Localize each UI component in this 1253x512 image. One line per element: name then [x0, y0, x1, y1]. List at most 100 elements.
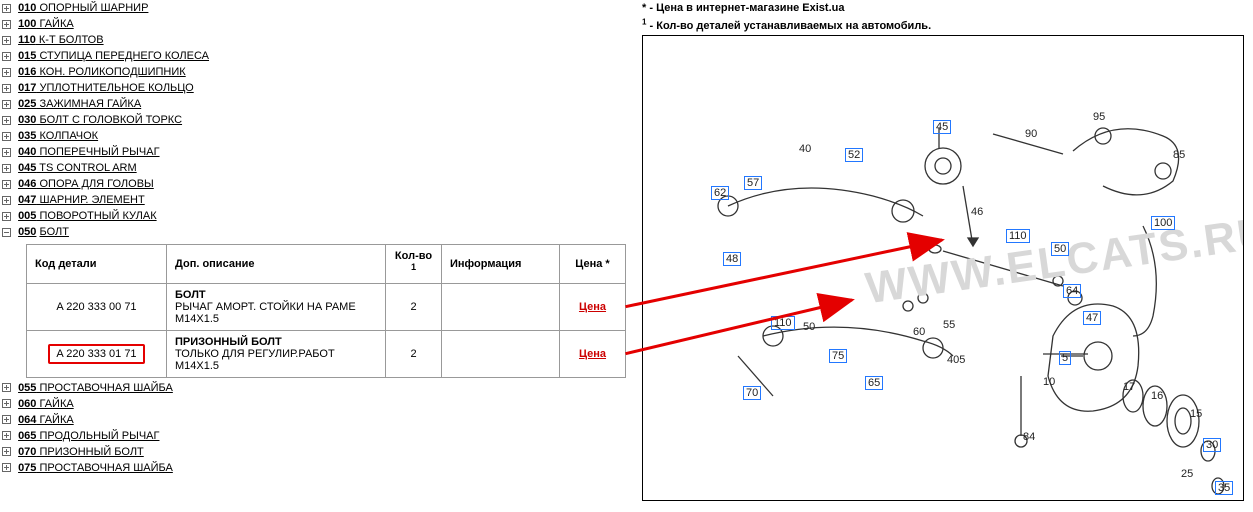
diagram-callout[interactable]: 45 [933, 120, 951, 134]
tree-item-label: ЗАЖИМНАЯ ГАЙКА [36, 98, 141, 110]
th-desc: Доп. описание [167, 245, 386, 284]
diagram-callout[interactable]: 50 [1051, 242, 1069, 256]
expand-icon[interactable] [2, 116, 11, 125]
diagram-callout[interactable]: 30 [1203, 438, 1221, 452]
tree-item-label: СТУПИЦА ПЕРЕДНЕГО КОЛЕСА [36, 50, 209, 62]
expand-icon[interactable] [2, 52, 11, 61]
expand-icon[interactable] [2, 132, 11, 141]
diagram-callout[interactable]: 35 [1215, 481, 1233, 495]
expand-icon[interactable] [2, 196, 11, 205]
expand-icon[interactable] [2, 180, 11, 189]
diagram-callout[interactable]: 10 [1043, 376, 1055, 388]
expand-icon[interactable] [2, 100, 11, 109]
diagram-callout[interactable]: 95 [1093, 111, 1105, 123]
diagram-callout[interactable]: 25 [1181, 468, 1193, 480]
tree-item[interactable]: 110 К-Т БОЛТОВ [0, 34, 628, 50]
tree-item[interactable]: 040 ПОПЕРЕЧНЫЙ РЫЧАГ [0, 146, 628, 162]
expand-icon[interactable] [2, 447, 11, 456]
tree-item[interactable]: 035 КОЛПАЧОК [0, 130, 628, 146]
diagram-callout[interactable]: 65 [865, 376, 883, 390]
diagram-callout[interactable]: 60 [913, 326, 925, 338]
tree-item[interactable]: 075 ПРОСТАВОЧНАЯ ШАЙБА [0, 462, 628, 478]
tree-item-num: 030 [18, 114, 36, 126]
diagram-callout[interactable]: 90 [1025, 128, 1037, 140]
diagram-callout[interactable]: 40 [799, 143, 811, 155]
expand-icon[interactable] [2, 36, 11, 45]
diagram-callout[interactable]: 48 [723, 252, 741, 266]
tree-item[interactable]: 055 ПРОСТАВОЧНАЯ ШАЙБА [0, 382, 628, 398]
tree-item[interactable]: 046 ОПОРА ДЛЯ ГОЛОВЫ [0, 178, 628, 194]
tree-item[interactable]: 070 ПРИЗОННЫЙ БОЛТ [0, 446, 628, 462]
diagram-callout[interactable]: 84 [1023, 431, 1035, 443]
tree-item[interactable]: 065 ПРОДОЛЬНЫЙ РЫЧАГ [0, 430, 628, 446]
diagram-callout[interactable]: 100 [1151, 216, 1175, 230]
tree-item[interactable]: 025 ЗАЖИМНАЯ ГАЙКА [0, 98, 628, 114]
tree-item[interactable]: 047 ШАРНИР. ЭЛЕМЕНТ [0, 194, 628, 210]
expand-icon[interactable] [2, 383, 11, 392]
tree-item-label: БОЛТ [39, 226, 68, 238]
diagram-callout[interactable]: 70 [743, 386, 761, 400]
expand-icon[interactable] [2, 84, 11, 93]
tree-item[interactable]: 010 ОПОРНЫЙ ШАРНИР [0, 2, 628, 18]
exploded-diagram[interactable]: WWW.ELCATS.RU [642, 35, 1244, 501]
tree-item[interactable]: 045 TS CONTROL ARM [0, 162, 628, 178]
diagram-callout[interactable]: 405 [947, 354, 965, 366]
cell-part-code[interactable]: A 220 333 00 71 [27, 283, 167, 330]
tree-item-num: 017 [18, 82, 36, 94]
expand-icon[interactable] [2, 148, 11, 157]
expand-icon[interactable] [2, 20, 11, 29]
diagram-callout[interactable]: 57 [744, 176, 762, 190]
expand-icon[interactable] [2, 463, 11, 472]
diagram-callout[interactable]: 17 [1123, 381, 1135, 393]
tree-item-num: 016 [18, 66, 36, 78]
diagram-callout[interactable]: 15 [1190, 408, 1202, 420]
tree-item[interactable]: 015 СТУПИЦА ПЕРЕДНЕГО КОЛЕСА [0, 50, 628, 66]
cell-price: Цена [560, 330, 626, 377]
expand-icon[interactable] [2, 4, 11, 13]
cell-description: БОЛТРЫЧАГ АМОРТ. СТОЙКИ НА РАМЕM14X1.5 [167, 283, 386, 330]
tree-item-label: ПОПЕРЕЧНЫЙ РЫЧАГ [36, 146, 159, 158]
price-link[interactable]: Цена [579, 348, 606, 360]
expand-icon[interactable] [2, 431, 11, 440]
diagram-callout[interactable]: 64 [1063, 284, 1081, 298]
cell-info [442, 283, 560, 330]
diagram-callout[interactable]: 52 [845, 148, 863, 162]
tree-item-num: 046 [18, 178, 36, 190]
tree-item-label: ОПОРА ДЛЯ ГОЛОВЫ [36, 178, 153, 190]
diagram-callout[interactable]: 110 [1006, 229, 1030, 243]
diagram-callout[interactable]: 55 [943, 319, 955, 331]
diagram-callout[interactable]: 110 [771, 316, 795, 330]
tree-item[interactable]: 030 БОЛТ С ГОЛОВКОЙ ТОРКС [0, 114, 628, 130]
diagram-callout[interactable]: 50 [803, 321, 815, 333]
tree-item[interactable]: 005 ПОВОРОТНЫЙ КУЛАК [0, 210, 628, 226]
price-link[interactable]: Цена [579, 301, 606, 313]
diagram-callout[interactable]: 85 [1173, 149, 1185, 161]
diagram-callout[interactable]: 62 [711, 186, 729, 200]
diagram-callout[interactable]: 47 [1083, 311, 1101, 325]
diagram-callout[interactable]: 46 [971, 206, 983, 218]
expand-icon[interactable] [2, 212, 11, 221]
expand-icon[interactable] [2, 164, 11, 173]
tree-item[interactable]: 060 ГАЙКА [0, 398, 628, 414]
expand-icon[interactable] [2, 399, 11, 408]
collapse-icon[interactable] [2, 228, 11, 237]
cell-part-code[interactable]: A 220 333 01 71 [27, 330, 167, 377]
cell-price: Цена [560, 283, 626, 330]
tree-item-num: 065 [18, 430, 36, 442]
tree-item[interactable]: 064 ГАЙКА [0, 414, 628, 430]
tree-item-num: 070 [18, 446, 36, 458]
cell-qty: 2 [386, 283, 442, 330]
tree-item-label: ГАЙКА [36, 18, 73, 30]
diagram-callout[interactable]: 16 [1151, 390, 1163, 402]
parts-table: Код детали Доп. описание Кол-во 1 Информ… [26, 244, 626, 378]
tree-item[interactable]: 100 ГАЙКА [0, 18, 628, 34]
tree-item-label: ШАРНИР. ЭЛЕМЕНТ [36, 194, 144, 206]
diagram-callout[interactable]: 75 [829, 349, 847, 363]
tree-item[interactable]: 017 УПЛОТНИТЕЛЬНОЕ КОЛЬЦО [0, 82, 628, 98]
tree-item-expanded[interactable]: 050 БОЛТ [0, 226, 628, 242]
expand-icon[interactable] [2, 415, 11, 424]
diagram-callout[interactable]: 5 [1059, 351, 1071, 365]
expand-icon[interactable] [2, 68, 11, 77]
tree-item[interactable]: 016 КОН. РОЛИКОПОДШИПНИК [0, 66, 628, 82]
tree-item-label: ГАЙКА [36, 398, 73, 410]
